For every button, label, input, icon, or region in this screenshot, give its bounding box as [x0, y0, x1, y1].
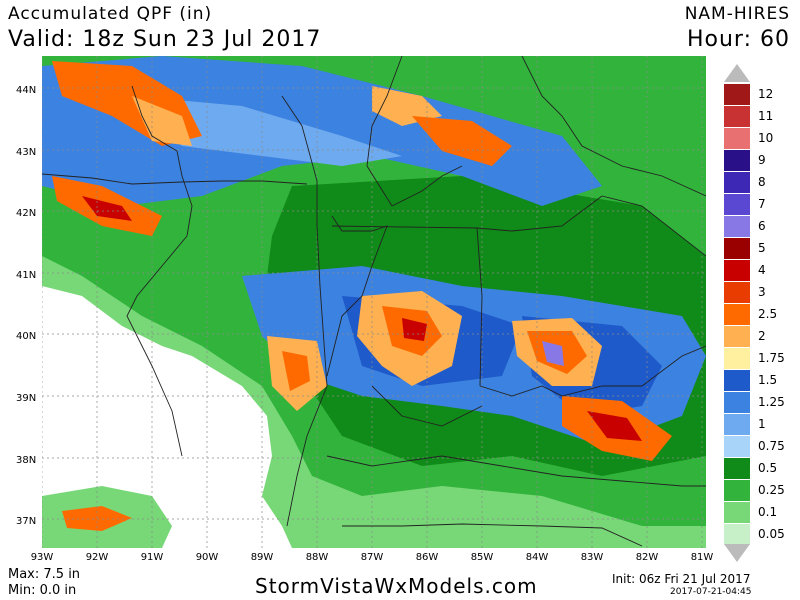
legend-label: 7: [758, 197, 766, 211]
legend-bottom-arrow-icon: [724, 544, 750, 562]
legend-label: 2.5: [758, 307, 778, 321]
legend-label: 0.25: [758, 483, 785, 497]
legend-swatch: [724, 458, 750, 480]
forecast-hour: Hour: 60: [686, 27, 790, 52]
longitude-label: 93W: [30, 552, 54, 563]
heavy-core-illinois-inner: [282, 351, 310, 391]
legend-label: 2: [758, 329, 766, 343]
heavy-core-west-virginia-inner: [587, 411, 642, 441]
legend-top-arrow-icon: [724, 64, 750, 82]
heavy-core-southwest: [62, 506, 132, 531]
legend-swatch: [724, 480, 750, 502]
latitude-label: 41N: [16, 270, 37, 281]
map-title: Accumulated QPF (in): [8, 4, 213, 24]
legend-swatch: [724, 436, 750, 458]
latitude-label: 42N: [16, 208, 37, 219]
website-credit: StormVistaWxModels.com: [255, 574, 538, 598]
state-boundaries: [42, 56, 706, 547]
legend-swatch: [724, 150, 750, 172]
longitude-label: 92W: [85, 552, 109, 563]
longitude-label: 85W: [470, 552, 494, 563]
legend-swatch: [724, 84, 750, 106]
heavy-core-michigan: [412, 116, 512, 166]
legend-swatch: [724, 216, 750, 238]
longitude-label: 88W: [305, 552, 329, 563]
legend-label: 10: [758, 131, 774, 145]
legend-swatch: [724, 502, 750, 524]
latitude-label: 43N: [16, 147, 37, 158]
legend-label: 12: [758, 87, 774, 101]
legend-label: 0.5: [758, 461, 778, 475]
longitude-label: 82W: [635, 552, 659, 563]
legend-swatch: [724, 304, 750, 326]
legend-label: 0.75: [758, 439, 785, 453]
latitude-label: 39N: [16, 393, 37, 404]
legend-label: 3: [758, 285, 766, 299]
legend-swatch: [724, 194, 750, 216]
longitude-label: 86W: [415, 552, 439, 563]
legend-swatch: [724, 392, 750, 414]
max-value: Max: 7.5 in: [8, 567, 81, 582]
longitude-label: 89W: [250, 552, 274, 563]
latitude-label: 37N: [16, 516, 37, 527]
model-name: NAM-HIRES: [684, 4, 790, 24]
min-value: Min: 0.0 in: [8, 583, 77, 598]
precip-band-north-light: [132, 96, 402, 166]
lat-lon-grid: [42, 56, 706, 548]
latitude-label: 44N: [16, 85, 37, 96]
latitude-label: 40N: [16, 331, 37, 342]
map-svg: [42, 56, 706, 548]
init-time: Init: 06z Fri 21 Jul 2017: [612, 572, 751, 586]
heavy-core-indiana-center: [402, 318, 427, 341]
legend-swatch: [724, 282, 750, 304]
precipitation-map: [42, 56, 706, 548]
legend-label: 1.75: [758, 351, 785, 365]
legend-swatch: [724, 260, 750, 282]
legend-label: 5: [758, 241, 766, 255]
legend-swatch: [724, 348, 750, 370]
legend-label: 0.1: [758, 505, 778, 519]
color-legend: [724, 84, 750, 546]
longitude-label: 81W: [690, 552, 714, 563]
legend-label: 0.05: [758, 527, 785, 541]
legend-swatch: [724, 370, 750, 392]
legend-label: 1.25: [758, 395, 785, 409]
legend-label: 6: [758, 219, 766, 233]
heavy-core-minnesota-inner: [132, 96, 192, 146]
valid-time: Valid: 18z Sun 23 Jul 2017: [8, 27, 322, 52]
legend-swatch: [724, 128, 750, 150]
legend-label: 11: [758, 109, 774, 123]
legend-swatch: [724, 238, 750, 260]
legend-swatch: [724, 172, 750, 194]
longitude-label: 83W: [580, 552, 604, 563]
heavy-core-iowa-inner: [82, 196, 132, 221]
legend-swatch: [724, 326, 750, 348]
legend-swatch: [724, 106, 750, 128]
latitude-label: 38N: [16, 455, 37, 466]
legend-label: 8: [758, 175, 766, 189]
legend-label: 1: [758, 417, 766, 431]
legend-swatch: [724, 524, 750, 546]
longitude-label: 87W: [360, 552, 384, 563]
longitude-label: 91W: [140, 552, 164, 563]
legend-label: 1.5: [758, 373, 778, 387]
legend-swatch: [724, 414, 750, 436]
legend-label: 4: [758, 263, 766, 277]
longitude-label: 90W: [195, 552, 219, 563]
legend-label: 9: [758, 153, 766, 167]
heavy-core-ohio-purple: [542, 341, 564, 366]
longitude-label: 84W: [525, 552, 549, 563]
heavy-core-wisconsin: [372, 86, 442, 126]
timestamp: 2017-07-21-04:45: [670, 587, 752, 597]
